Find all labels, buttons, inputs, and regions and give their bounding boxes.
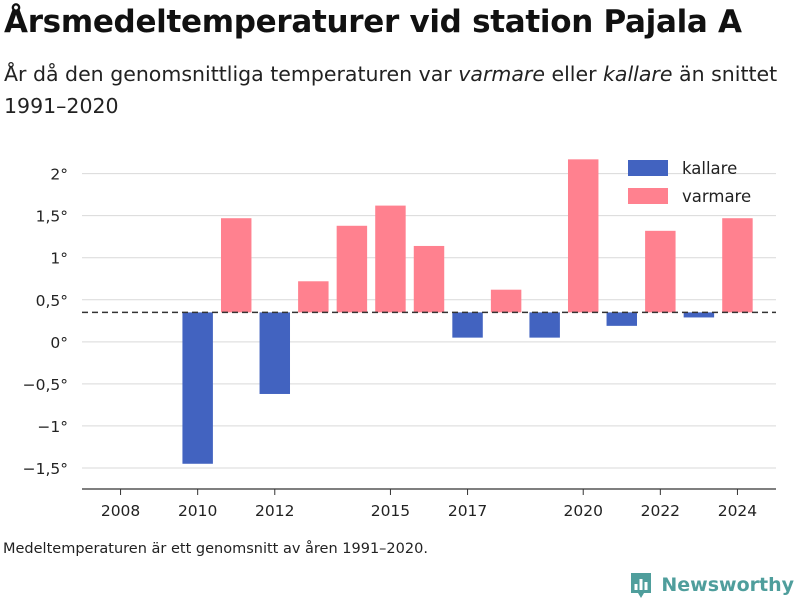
subtitle-text-2: eller bbox=[544, 62, 604, 86]
y-tick-label: 0° bbox=[50, 334, 68, 352]
bar-kallare bbox=[182, 312, 213, 464]
y-tick-label: 1° bbox=[50, 250, 68, 268]
subtitle-emphasis-colder: kallare bbox=[603, 62, 673, 86]
axes: −1,5° −1° −0,5° 0° 0,5° 1° 1,5° 2° 2008 2010 2012 2… bbox=[23, 166, 776, 520]
bar-kallare bbox=[452, 312, 483, 338]
bar-kallare bbox=[606, 312, 638, 326]
bar-varmare bbox=[645, 230, 676, 313]
bars bbox=[182, 159, 753, 464]
y-tick-label: −1° bbox=[37, 418, 68, 436]
chart-subtitle: År då den genomsnittliga temperaturen va… bbox=[4, 58, 784, 122]
x-tick-label: 2022 bbox=[641, 502, 680, 520]
x-tick-label: 2020 bbox=[563, 502, 602, 520]
bar-varmare bbox=[298, 281, 329, 313]
y-tick-label: −1,5° bbox=[23, 460, 68, 478]
subtitle-emphasis-warmer: varmare bbox=[458, 62, 545, 86]
y-tick-label: 2° bbox=[50, 166, 68, 184]
brand[interactable]: Newsworthy bbox=[629, 570, 794, 600]
y-tick-label: 0,5° bbox=[36, 292, 68, 310]
x-tick-label: 2017 bbox=[448, 502, 487, 520]
legend-label-varmare: varmare bbox=[682, 187, 751, 206]
bar-varmare bbox=[220, 218, 252, 313]
legend-swatch-kallare bbox=[628, 160, 668, 176]
x-tick-label: 2012 bbox=[255, 502, 294, 520]
y-tick-label: −0,5° bbox=[23, 376, 68, 394]
legend-label-kallare: kallare bbox=[682, 159, 737, 178]
x-tick-label: 2010 bbox=[178, 502, 217, 520]
bar-kallare bbox=[529, 312, 560, 338]
bar-varmare bbox=[336, 225, 368, 313]
bar-varmare bbox=[567, 159, 599, 313]
x-tick-label: 2024 bbox=[718, 502, 757, 520]
newsworthy-logo-icon bbox=[631, 573, 652, 598]
x-tick-label: 2015 bbox=[371, 502, 410, 520]
brand-name: Newsworthy bbox=[661, 574, 794, 596]
subtitle-text-3: än snittet 1991–2020 bbox=[4, 62, 778, 118]
footnote: Medeltemperaturen är ett genomsnitt av å… bbox=[3, 541, 428, 557]
y-tick-label: 1,5° bbox=[36, 208, 68, 226]
legend-swatch-varmare bbox=[628, 188, 668, 204]
bar-varmare bbox=[413, 245, 445, 313]
legend: kallare varmare bbox=[628, 159, 751, 206]
chart-title: Årsmedeltemperaturer vid station Pajala … bbox=[4, 4, 742, 40]
subtitle-text-1: År då den genomsnittliga temperaturen va… bbox=[4, 62, 459, 86]
bar-kallare bbox=[683, 312, 715, 318]
bar-varmare bbox=[375, 205, 406, 313]
bar-kallare bbox=[259, 312, 291, 394]
bar-varmare bbox=[490, 289, 522, 313]
x-tick-label: 2008 bbox=[101, 502, 140, 520]
bar-varmare bbox=[722, 218, 753, 313]
